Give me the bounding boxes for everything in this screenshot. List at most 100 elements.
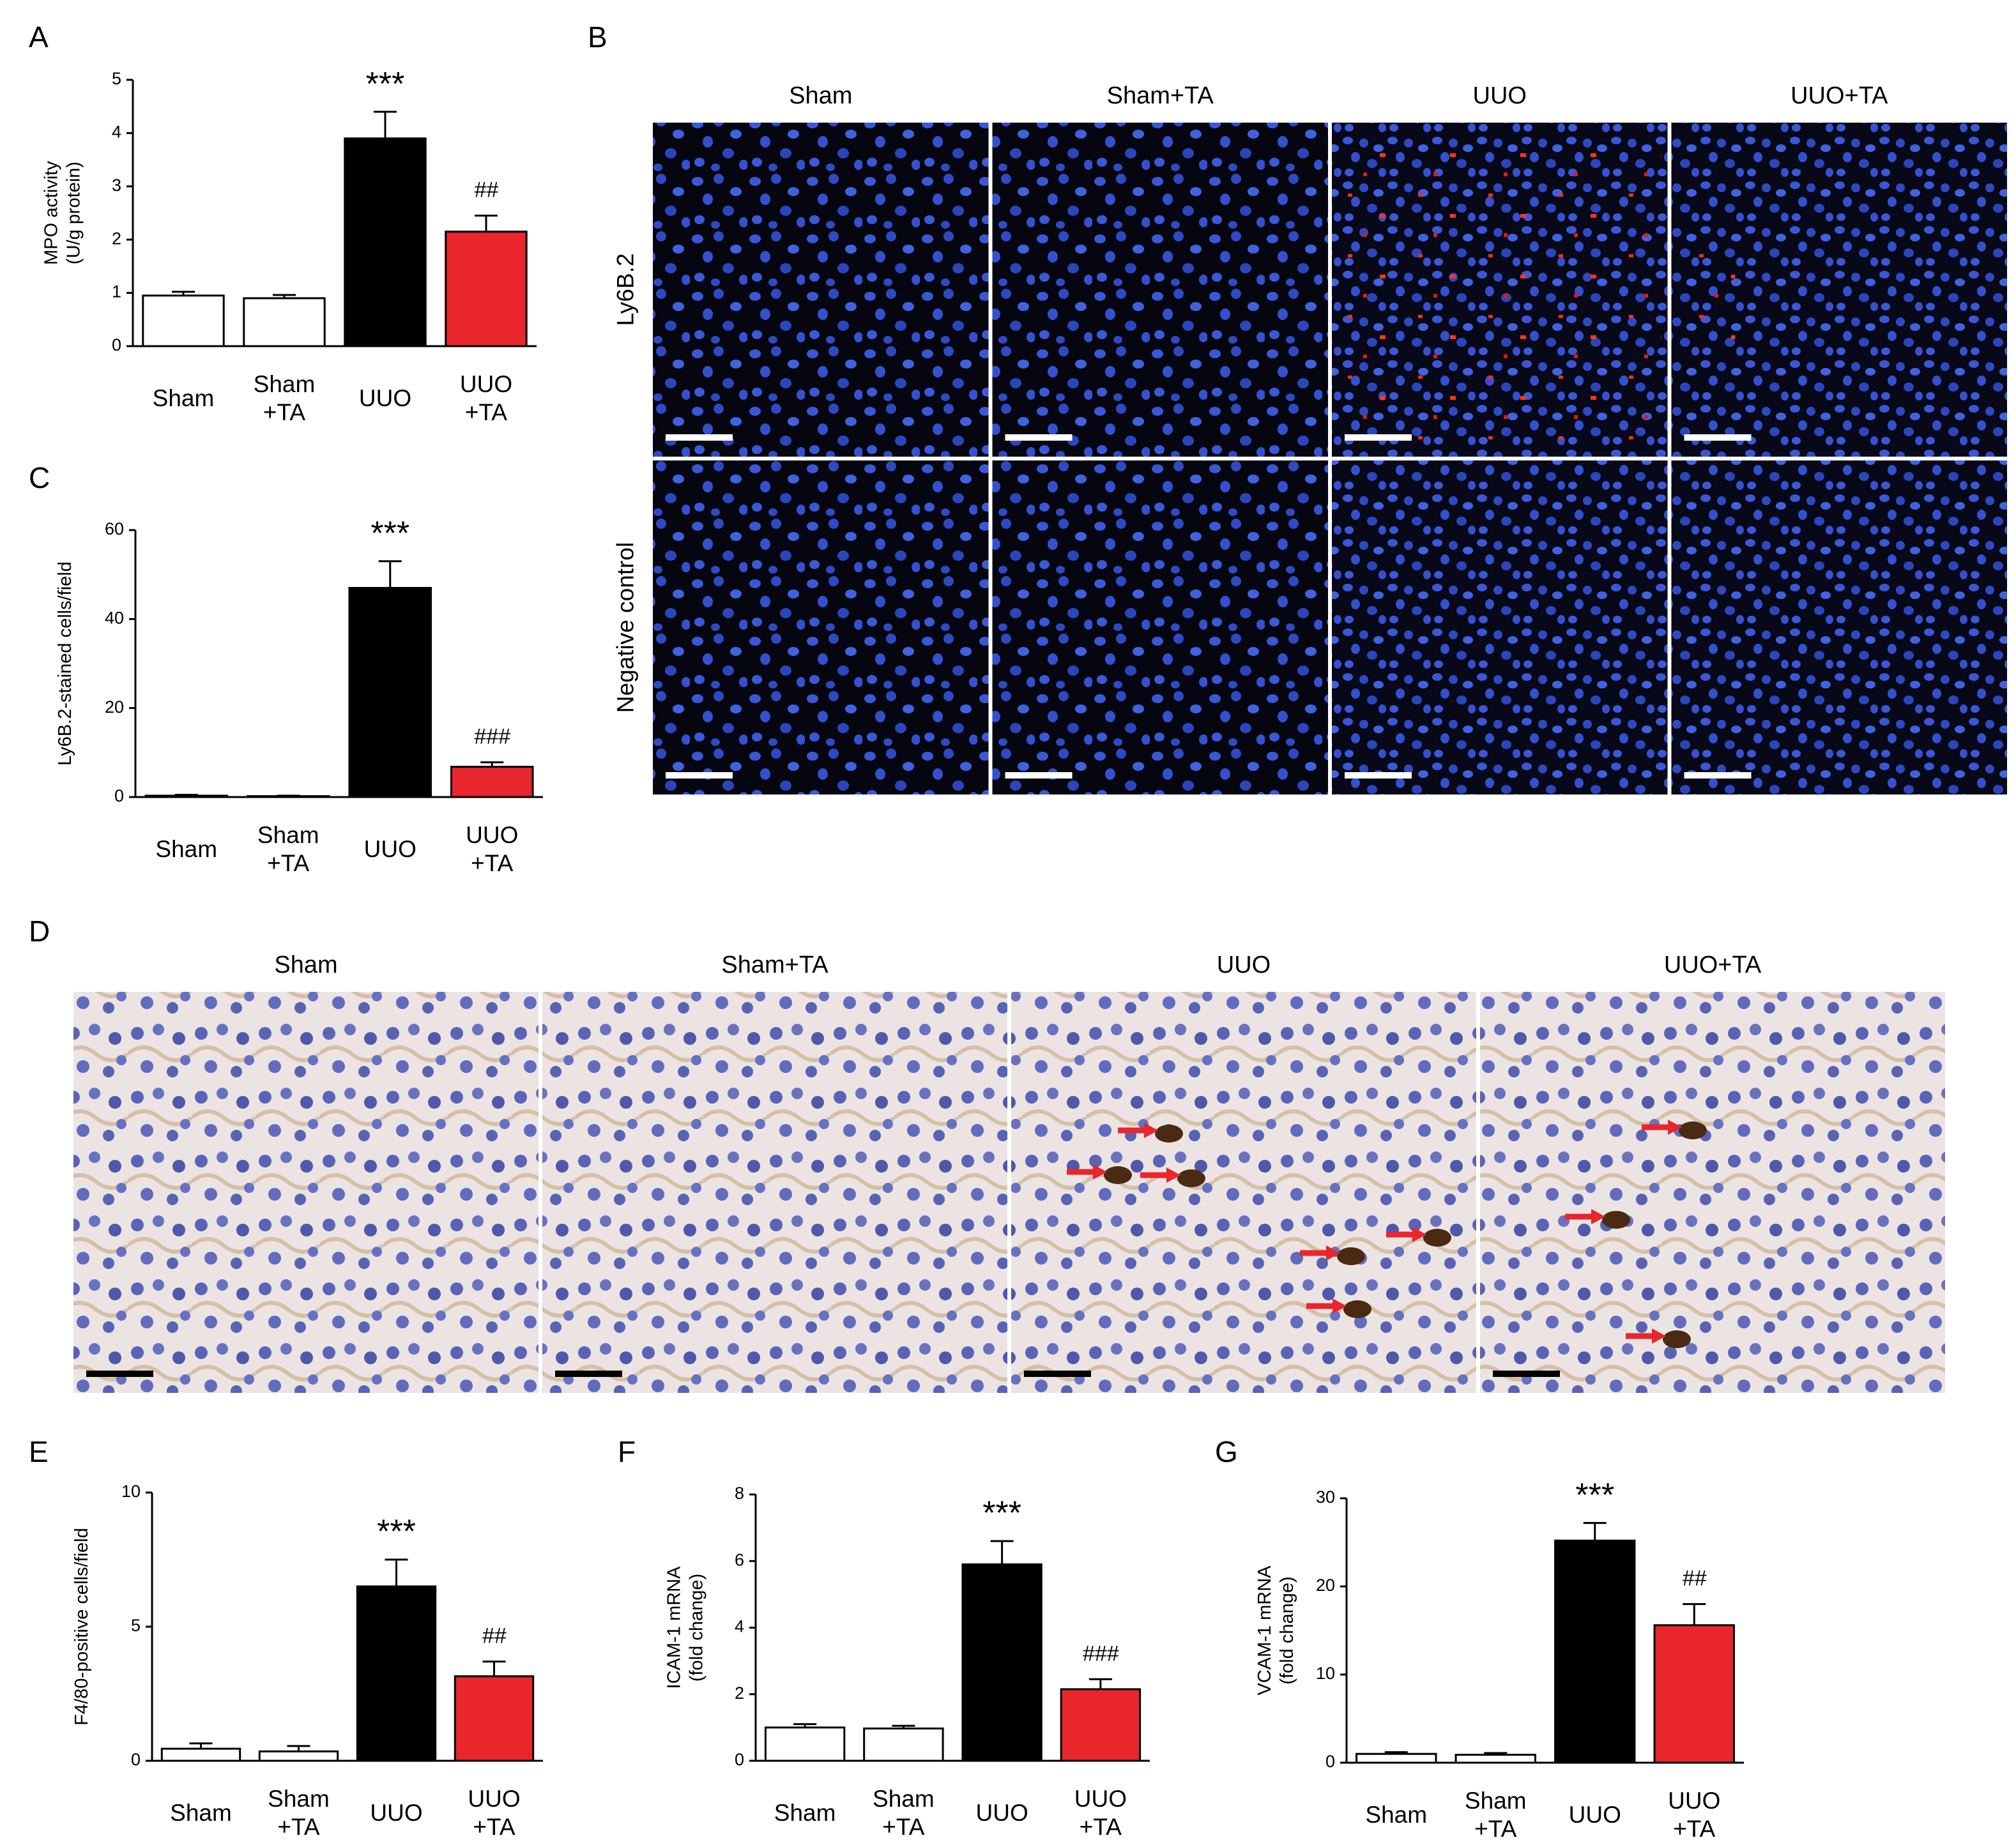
panel-letter: B [588, 20, 607, 54]
column-header: UUO [1473, 82, 1527, 109]
bar [961, 1563, 1042, 1762]
x-tick-label: Sham [152, 384, 215, 411]
x-tick-label: Sham +TA [257, 821, 319, 876]
x-tick-label-box: UUO [370, 1800, 422, 1826]
significance-label: ### [1083, 1641, 1120, 1666]
y-tick-label: 3 [112, 176, 121, 195]
column-header: UUO [1217, 952, 1271, 978]
y-tick-label: 20 [1316, 1576, 1335, 1595]
x-tick-label: Sham [170, 1799, 232, 1826]
column-header: UUO+TA [1664, 952, 1762, 978]
x-tick-label: Sham +TA [873, 1785, 935, 1840]
y-tick-label: 5 [112, 69, 121, 88]
arrow-head [1144, 1123, 1158, 1138]
x-tick-label-box: Sham +TA [1465, 1788, 1527, 1842]
column-header: Sham+TA [721, 952, 829, 978]
micrograph [992, 460, 1328, 794]
x-tick-label-box: UUO +TA [460, 371, 512, 425]
x-tick-label: Sham [155, 835, 218, 862]
x-tick-label-box: Sham +TA [254, 371, 316, 425]
x-tick-label-box: UUO +TA [1074, 1786, 1127, 1840]
bar [344, 137, 427, 347]
y-tick-label: 8 [735, 1484, 744, 1503]
x-tick-label-box: UUO [1569, 1802, 1621, 1828]
bar [1554, 1539, 1636, 1764]
column-header: Sham+TA [1107, 82, 1214, 109]
stained-cell [1337, 1247, 1365, 1265]
arrow-head [1668, 1120, 1682, 1135]
x-tick-label: Sham +TA [268, 1785, 330, 1840]
bar [445, 231, 528, 347]
bar [348, 587, 432, 798]
significance-label: *** [982, 1495, 1021, 1532]
stained-cell [1104, 1166, 1132, 1184]
x-tick-label-box: UUO +TA [468, 1785, 521, 1840]
micrograph [73, 992, 538, 1393]
x-tick-label-box: UUO [976, 1800, 1028, 1826]
column-header: UUO+TA [1791, 82, 1888, 109]
column-header: Sham [789, 82, 852, 109]
significance-label: *** [370, 515, 409, 552]
x-tick-label-box: Sham +TA [257, 821, 319, 876]
bar [1455, 1754, 1536, 1764]
panel-letter: A [29, 20, 49, 54]
y-tick-label: 60 [105, 519, 124, 538]
x-tick-label-box: Sham +TA [873, 1785, 935, 1840]
significance-label: *** [1575, 1477, 1614, 1514]
y-tick-label: 0 [735, 1750, 744, 1769]
arrow-head [1326, 1245, 1340, 1261]
y-tick-label: 0 [112, 335, 121, 354]
y-axis-label-box: VCAM-1 mRNA (fold change) [1255, 1565, 1297, 1696]
arrow-head [1591, 1209, 1605, 1224]
y-axis-label: Ly6B.2-stained cells/field [54, 561, 75, 766]
bar [258, 1750, 339, 1762]
bar [1060, 1688, 1142, 1762]
y-tick-label: 40 [105, 608, 124, 627]
bar [356, 1585, 437, 1762]
arrow-head [1166, 1167, 1180, 1183]
y-tick-label: 2 [735, 1684, 744, 1703]
x-tick-label-box: Sham [1365, 1801, 1428, 1828]
panel-letter: C [29, 461, 50, 494]
y-axis-label-box: ICAM-1 mRNA (fold change) [664, 1567, 706, 1689]
row-header: Ly6B.2 [612, 253, 639, 326]
x-tick-label: UUO +TA [1668, 1787, 1721, 1842]
panel-letter: F [618, 1435, 636, 1468]
bar [243, 297, 326, 347]
micrograph [1480, 992, 1945, 1393]
y-tick-label: 1 [112, 282, 121, 301]
x-tick-label: UUO [358, 384, 412, 411]
red-staining [1684, 250, 1736, 346]
bar [142, 294, 225, 347]
stained-cell [1602, 1211, 1630, 1229]
x-tick-label: Sham [1365, 1801, 1428, 1828]
y-axis-label-box: F4/80-positive cells/field [72, 1528, 92, 1725]
y-tick-label: 4 [112, 123, 121, 142]
y-tick-label: 0 [131, 1750, 141, 1769]
arrow-head [1652, 1328, 1666, 1344]
x-tick-label: Sham [774, 1799, 836, 1826]
stained-cell [1343, 1300, 1371, 1318]
row-header-box: Negative control [613, 542, 639, 713]
x-tick-label-box: UUO +TA [466, 822, 518, 876]
y-tick-label: 10 [121, 1482, 141, 1501]
arrow-head [1093, 1164, 1107, 1180]
y-tick-label: 6 [735, 1550, 744, 1569]
stained-cell [1423, 1229, 1451, 1247]
significance-label: *** [366, 66, 405, 103]
x-tick-label: UUO +TA [468, 1785, 521, 1840]
significance-label: ### [474, 725, 511, 749]
y-tick-label: 4 [735, 1617, 744, 1636]
y-tick-label: 0 [1325, 1752, 1335, 1771]
micrograph [653, 460, 989, 794]
micrograph [992, 123, 1328, 457]
y-tick-label: 5 [131, 1616, 141, 1635]
y-axis-label: VCAM-1 mRNA (fold change) [1255, 1565, 1297, 1696]
bar [1653, 1624, 1735, 1764]
red-staining [1338, 148, 1661, 444]
stained-cell [1663, 1330, 1691, 1348]
stained-cell [1679, 1121, 1707, 1139]
